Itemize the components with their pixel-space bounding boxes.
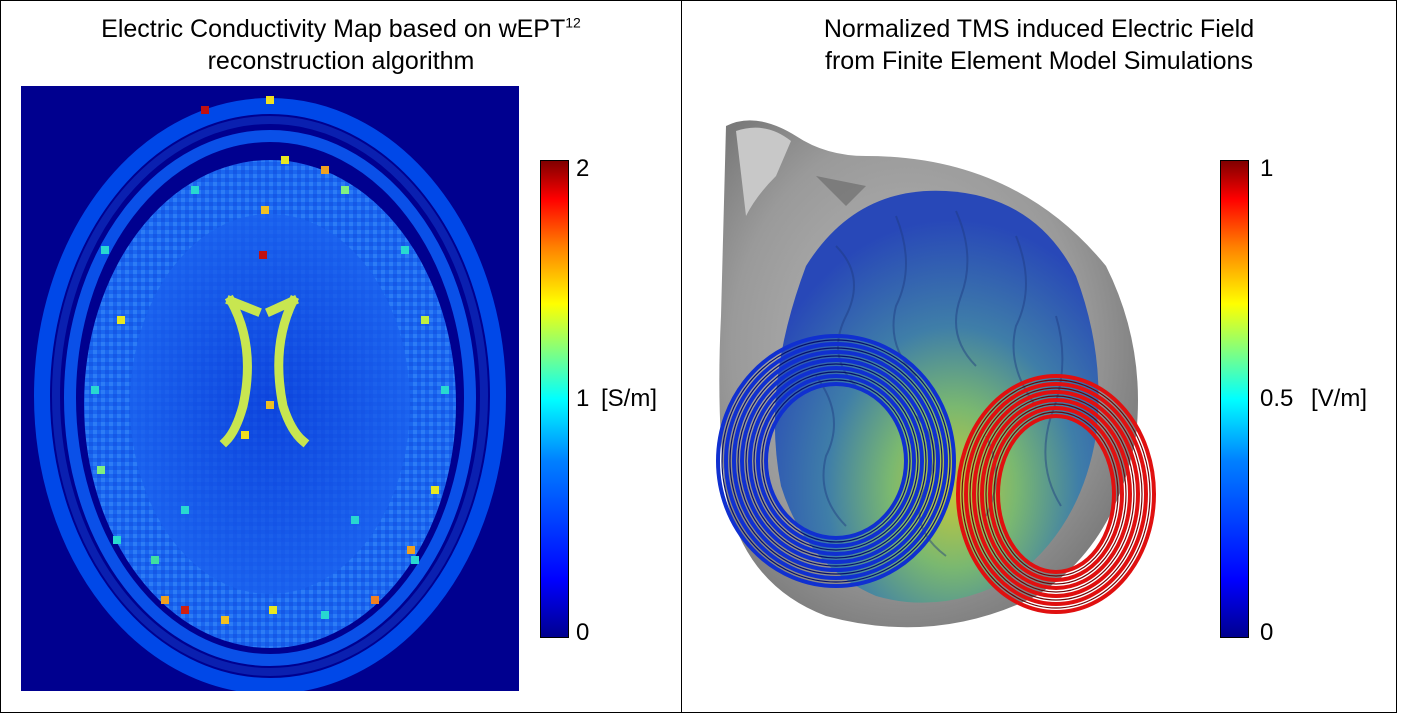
scalp-ring: [34, 98, 506, 691]
conductivity-panel: Electric Conductivity Map based on wEPT1…: [0, 0, 682, 713]
efield-head-model-image: [716, 120, 1156, 628]
efield-colorbar: [1220, 160, 1249, 638]
efield-panel: Normalized TMS induced Electric Field fr…: [681, 0, 1397, 713]
conductivity-tick-min: 0: [576, 619, 590, 646]
conductivity-title-line1: Electric Conductivity Map based on wEPT: [101, 15, 566, 43]
conductivity-title-line2: reconstruction algorithm: [207, 47, 475, 75]
conductivity-unit-label: [S/m]: [601, 385, 658, 412]
efield-unit-label: [V/m]: [1311, 385, 1368, 412]
conductivity-colorbar: [540, 160, 569, 638]
efield-title-line1: Normalized TMS induced Electric Field: [823, 15, 1255, 43]
right-coil: [956, 374, 1156, 614]
conductivity-map-image: [21, 86, 519, 691]
efield-tick-max: 1: [1260, 155, 1274, 182]
ventricles: [219, 294, 310, 448]
left-coil: [716, 334, 956, 588]
conductivity-tick-mid: 1: [576, 385, 590, 412]
skull-ring: [64, 130, 476, 666]
efield-title: Normalized TMS induced Electric Field fr…: [682, 13, 1396, 77]
conductivity-title: Electric Conductivity Map based on wEPT1…: [1, 13, 681, 77]
efield-tick-mid: 0.5: [1260, 385, 1294, 412]
efield-title-line2: from Finite Element Model Simulations: [825, 47, 1253, 75]
conductivity-tick-max: 2: [576, 155, 590, 182]
efield-tick-min: 0: [1260, 619, 1274, 646]
cortex-speckles: [91, 96, 449, 624]
conductivity-title-superscript: 12: [565, 14, 581, 31]
